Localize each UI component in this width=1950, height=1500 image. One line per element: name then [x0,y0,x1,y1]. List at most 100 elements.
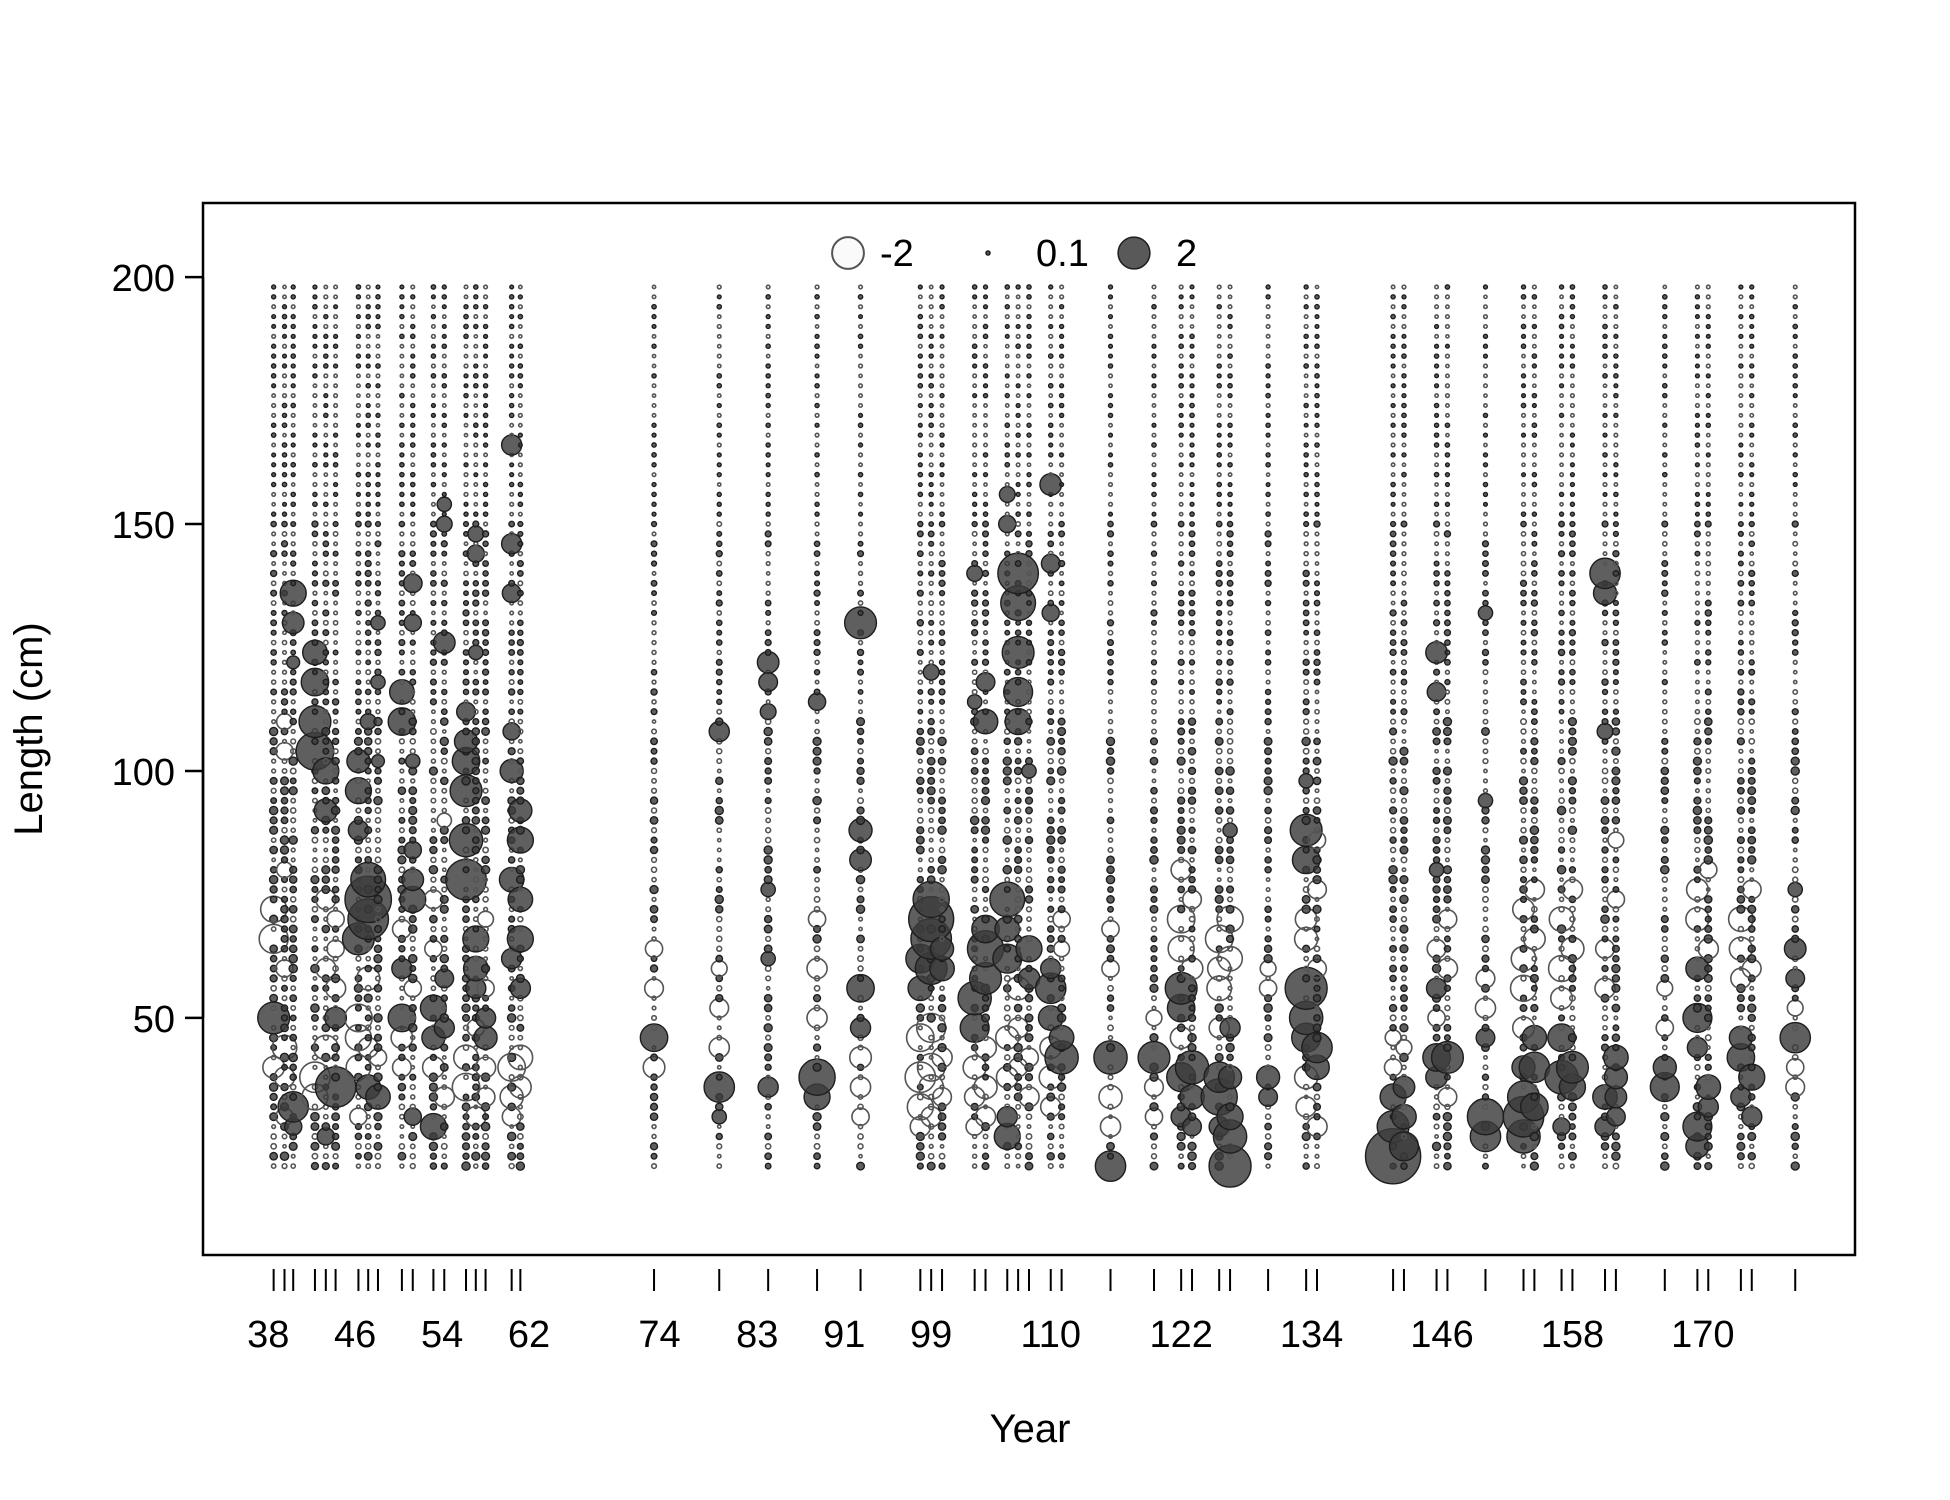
bubble [1265,1024,1272,1031]
bubble [1433,501,1440,508]
bubble [1482,432,1489,438]
bubble [1151,314,1157,320]
bubble [1530,984,1538,992]
bubble [649,796,659,805]
bubble [1301,1031,1333,1064]
bubble [375,511,381,517]
bubble [1531,442,1537,448]
bubble [939,935,945,942]
bubble [983,343,988,349]
bubble [651,1123,657,1130]
bubble [764,827,772,834]
bubble [1046,1092,1056,1102]
bubble [516,1133,524,1140]
bubble [1661,876,1669,883]
bubble [330,973,341,984]
bubble [323,600,329,606]
bubble [408,1131,418,1142]
bubble [1444,383,1451,389]
bubble [1531,481,1538,488]
bubble [1613,383,1619,389]
bubble [270,837,277,844]
bubble [1058,668,1065,676]
bubble [1704,1053,1712,1062]
bubble [938,668,946,676]
bubble [370,753,386,769]
bubble [289,974,297,983]
bubble [375,461,381,468]
bubble [355,698,362,706]
bubble [1025,876,1033,884]
bubble [398,649,405,656]
bubble [1520,728,1527,735]
bubble [928,551,934,557]
bubble [322,757,330,765]
bubble [355,501,362,507]
bubble [483,472,489,478]
bubble [1389,530,1397,538]
bubble [471,806,480,815]
bubble [981,1063,990,1072]
bubble [939,412,945,418]
bubble [365,1074,371,1080]
bubble [365,946,371,952]
bubble [364,846,372,854]
bubble [649,1102,659,1111]
bubble [1443,1122,1452,1132]
bubble [281,520,288,528]
bubble [472,678,480,686]
bubble [430,343,436,349]
bubble [857,886,864,893]
bubble [972,442,978,448]
bubble [1151,412,1157,418]
bubble [1612,915,1620,923]
bubble [517,610,524,616]
bubble [290,491,297,498]
bubble [482,688,490,696]
bubble [290,294,296,300]
bubble [1265,669,1272,676]
bubble [1189,422,1195,428]
bubble [1264,688,1272,696]
bubble [462,727,470,736]
bubble [1482,531,1489,537]
bubble [271,304,277,310]
bubble [1444,1004,1451,1012]
bubble [938,895,946,903]
bubble [1432,727,1442,736]
bubble [1151,383,1157,389]
bubble [333,541,339,547]
bubble [1265,402,1271,409]
bubble [1445,432,1450,438]
bubble [1530,756,1539,766]
bubble [1443,1043,1452,1052]
bubble [1602,551,1608,557]
bubble [857,1143,864,1150]
bubble [1046,776,1056,786]
bubble [482,462,489,468]
bubble [1107,797,1114,804]
bubble [279,776,290,786]
bubble [1433,363,1440,369]
bubble [312,857,318,863]
bubble [1003,1054,1011,1061]
bubble [1014,777,1022,785]
bubble [812,1043,822,1052]
bubble [915,845,925,855]
bubble [1390,363,1396,369]
bubble [1046,934,1055,943]
bubble [1401,412,1407,419]
bubble [1312,776,1322,786]
bubble [1390,659,1396,665]
bubble [517,728,524,735]
bubble [280,895,289,904]
bubble [1433,570,1440,577]
bubble [472,717,480,726]
bubble [1047,402,1054,409]
bubble [1390,600,1396,606]
bubble [982,699,989,705]
bubble [472,1083,480,1091]
bubble [1480,845,1491,855]
bubble [332,461,339,468]
bubble [1401,906,1407,913]
